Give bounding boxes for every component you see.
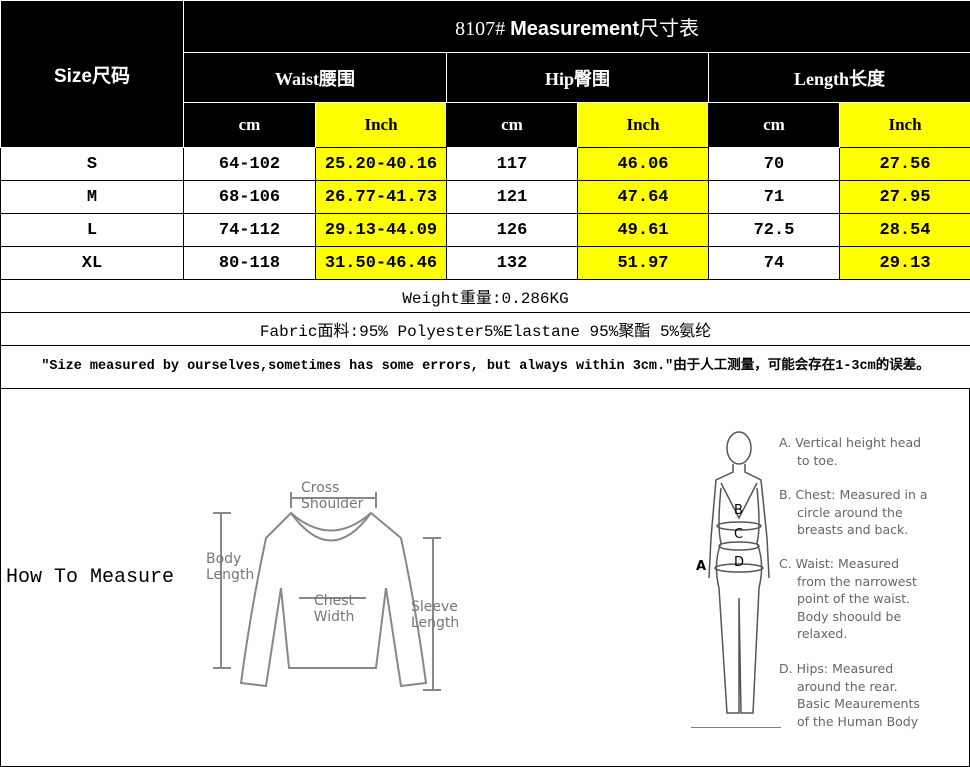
cell-len-in: 27.56: [838, 147, 970, 181]
cell-len-cm: 71: [708, 180, 840, 214]
cell-waist-in: 29.13-44.09: [315, 213, 447, 247]
chest-width-label: Chest Width: [313, 593, 355, 625]
cell-size: XL: [0, 246, 184, 280]
cell-len-cm: 72.5: [708, 213, 840, 247]
hip-header: Hip臀围: [446, 52, 709, 103]
cell-len-cm: 70: [708, 147, 840, 181]
cell-hip-in: 47.64: [577, 180, 709, 214]
cell-len-in: 27.95: [838, 180, 970, 214]
cell-size: M: [0, 180, 184, 214]
cell-waist-cm: 74-112: [183, 213, 316, 247]
measure-description: D. Hips: Measured around the rear. Basic …: [779, 660, 929, 730]
sleeve-length-label: Sleeve Length: [411, 599, 460, 631]
cell-waist-in: 25.20-40.16: [315, 147, 447, 181]
unit-header: Inch: [577, 102, 709, 148]
label-b: B: [734, 503, 743, 518]
label-d: D: [734, 555, 744, 570]
cell-waist-cm: 68-106: [183, 180, 316, 214]
cell-hip-cm: 132: [446, 246, 578, 280]
measure-description: B. Chest: Measured in a circle around the…: [779, 486, 934, 539]
cell-waist-cm: 64-102: [183, 147, 316, 181]
sweater-diagram-icon: [213, 492, 441, 691]
cell-hip-in: 49.61: [577, 213, 709, 247]
cell-waist-in: 26.77-41.73: [315, 180, 447, 214]
length-header: Length长度: [707, 52, 970, 103]
description-head: D. Hips: Measured: [779, 661, 894, 676]
label-a: A: [696, 559, 706, 574]
description-body: circle around the breasts and back.: [797, 504, 909, 538]
description-head: A. Vertical height head: [779, 435, 922, 450]
body-length-label: Body Length: [206, 551, 255, 583]
cell-size: L: [0, 213, 184, 247]
cell-waist-cm: 80-118: [183, 246, 316, 280]
description-body: to toe.: [797, 452, 838, 468]
cell-hip-in: 46.06: [577, 147, 709, 181]
cell-size: S: [0, 147, 184, 181]
how-to-measure-label: How To Measure: [6, 566, 175, 589]
table-row: XL 80-118 31.50-46.46 132 51.97 74 29.13: [0, 246, 970, 280]
cell-hip-in: 51.97: [577, 246, 709, 280]
unit-header: cm: [708, 102, 840, 148]
cell-len-cm: 74: [708, 246, 840, 280]
how-to-measure-section: How To Measure Cross Shoulder Body Lengt…: [0, 388, 970, 767]
cross-shoulder-label: Cross Shoulder: [301, 480, 364, 512]
note-row: "Size measured by ourselves,sometimes ha…: [0, 345, 970, 389]
size-chart-table: Size尺码 8107# Measurement尺寸表 Waist腰围 Hip臀…: [0, 0, 970, 389]
cell-hip-cm: 126: [446, 213, 578, 247]
description-head: C. Waist: Measured: [779, 556, 900, 571]
table-row: S 64-102 25.20-40.16 117 46.06 70 27.56: [0, 147, 970, 181]
unit-header: cm: [183, 102, 316, 148]
cell-len-in: 29.13: [838, 246, 970, 280]
table-title: 8107# Measurement尺寸表: [182, 0, 970, 53]
description-body: from the narrowest point of the waist. B…: [797, 573, 917, 642]
cell-hip-cm: 117: [446, 147, 578, 181]
unit-header: Inch: [315, 102, 447, 148]
description-body: around the rear. Basic Meaurements of th…: [797, 678, 920, 729]
measure-description: A. Vertical height head to toe.: [779, 434, 934, 469]
waist-header: Waist腰围: [183, 52, 447, 103]
weight-row: Weight重量:0.286KG: [0, 279, 970, 313]
table-row: L 74-112 29.13-44.09 126 49.61 72.5 28.54: [0, 213, 970, 247]
fabric-row: Fabric面料:95% Polyester5%Elastane 95%聚酯 5…: [0, 312, 970, 346]
unit-header: Inch: [838, 102, 970, 148]
size-header: Size尺码: [0, 0, 184, 148]
cell-len-in: 28.54: [838, 213, 970, 247]
human-body-diagram-icon: B C D A: [691, 431, 781, 728]
unit-header: cm: [446, 102, 578, 148]
cell-waist-in: 31.50-46.46: [315, 246, 447, 280]
table-row: M 68-106 26.77-41.73 121 47.64 71 27.95: [0, 180, 970, 214]
cell-hip-cm: 121: [446, 180, 578, 214]
measure-description: C. Waist: Measured from the narrowest poi…: [779, 555, 934, 643]
label-c: C: [734, 527, 743, 542]
description-head: B. Chest: Measured in a: [779, 487, 928, 502]
